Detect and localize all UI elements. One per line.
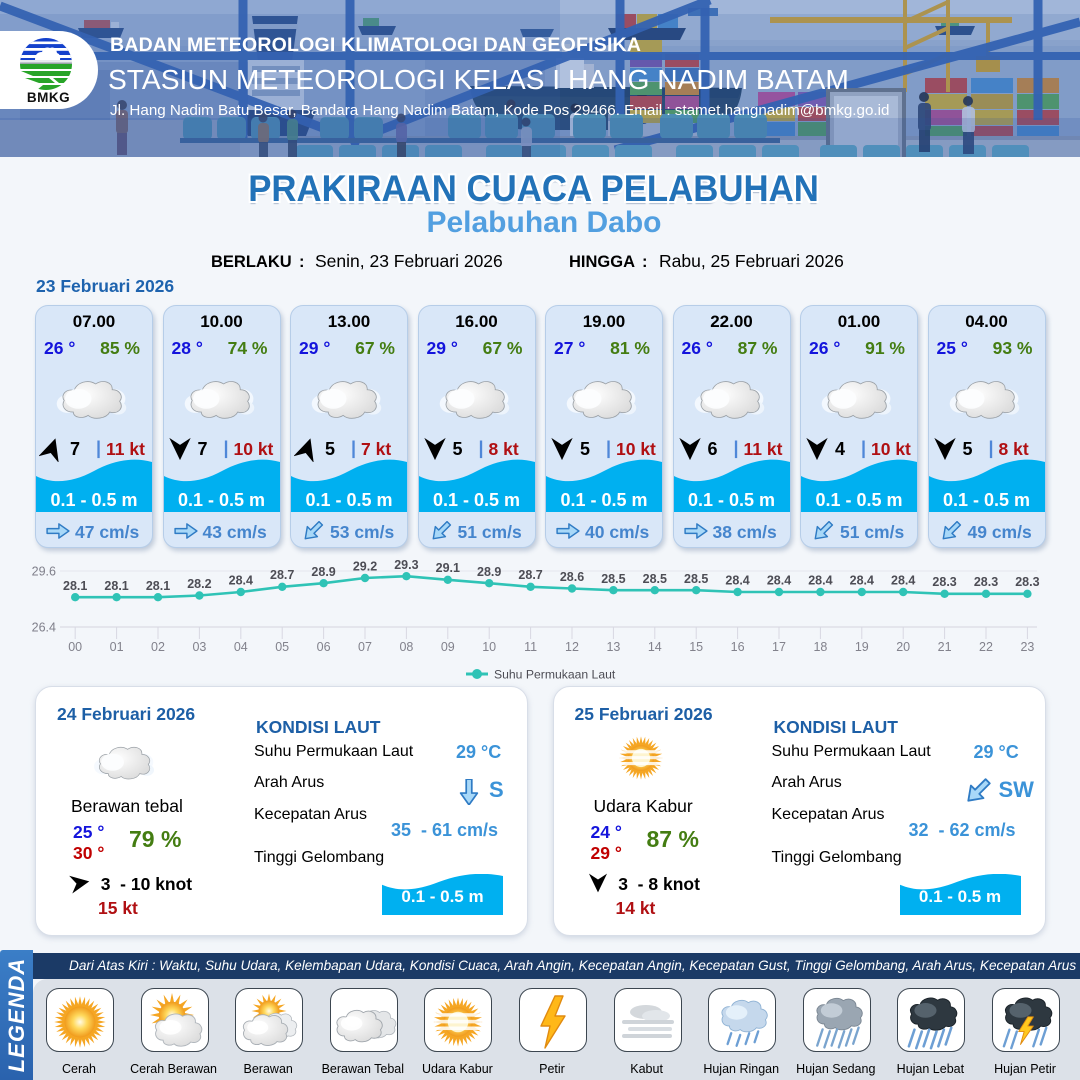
svg-text:16: 16 — [731, 640, 745, 654]
svg-text:19: 19 — [855, 640, 869, 654]
svg-text:28.4: 28.4 — [808, 574, 832, 588]
svg-text:28.1: 28.1 — [104, 579, 128, 593]
svg-text:28.1: 28.1 — [146, 579, 170, 593]
svg-text:28.5: 28.5 — [643, 572, 667, 586]
svg-text:04: 04 — [234, 640, 248, 654]
svg-text:28.5: 28.5 — [684, 572, 708, 586]
svg-text:28.4: 28.4 — [850, 574, 874, 588]
svg-text:03: 03 — [192, 640, 206, 654]
svg-text:28.4: 28.4 — [891, 574, 915, 588]
svg-text:12: 12 — [565, 640, 579, 654]
svg-text:23: 23 — [1020, 640, 1034, 654]
svg-text:21: 21 — [938, 640, 952, 654]
svg-text:05: 05 — [275, 640, 289, 654]
svg-text:28.5: 28.5 — [601, 572, 625, 586]
svg-text:28.6: 28.6 — [560, 570, 584, 584]
svg-text:29.1: 29.1 — [436, 561, 460, 575]
svg-text:28.3: 28.3 — [1015, 575, 1039, 589]
svg-text:29.3: 29.3 — [394, 558, 418, 572]
svg-text:29.2: 29.2 — [353, 560, 377, 574]
svg-text:28.7: 28.7 — [518, 568, 542, 582]
svg-text:06: 06 — [317, 640, 331, 654]
svg-text:10: 10 — [482, 640, 496, 654]
svg-text:28.7: 28.7 — [270, 568, 294, 582]
svg-text:29.6: 29.6 — [32, 565, 56, 579]
svg-text:09: 09 — [441, 640, 455, 654]
svg-text:28.1: 28.1 — [63, 579, 87, 593]
svg-text:28.9: 28.9 — [311, 565, 335, 579]
svg-text:28.4: 28.4 — [767, 574, 791, 588]
svg-text:02: 02 — [151, 640, 165, 654]
svg-text:28.3: 28.3 — [974, 575, 998, 589]
svg-text:13: 13 — [606, 640, 620, 654]
svg-text:26.4: 26.4 — [32, 621, 56, 635]
svg-text:17: 17 — [772, 640, 786, 654]
svg-text:28.3: 28.3 — [932, 575, 956, 589]
svg-text:08: 08 — [399, 640, 413, 654]
svg-text:28.9: 28.9 — [477, 565, 501, 579]
svg-text:28.2: 28.2 — [187, 577, 211, 591]
svg-text:28.4: 28.4 — [229, 574, 253, 588]
svg-text:28.4: 28.4 — [725, 574, 749, 588]
svg-text:20: 20 — [896, 640, 910, 654]
svg-text:11: 11 — [524, 640, 537, 654]
svg-text:Suhu Permukaan Laut: Suhu Permukaan Laut — [494, 668, 616, 682]
svg-text:07: 07 — [358, 640, 372, 654]
svg-text:00: 00 — [68, 640, 82, 654]
svg-text:14: 14 — [648, 640, 662, 654]
svg-text:18: 18 — [813, 640, 827, 654]
svg-text:15: 15 — [689, 640, 703, 654]
svg-text:01: 01 — [110, 640, 124, 654]
svg-text:22: 22 — [979, 640, 993, 654]
